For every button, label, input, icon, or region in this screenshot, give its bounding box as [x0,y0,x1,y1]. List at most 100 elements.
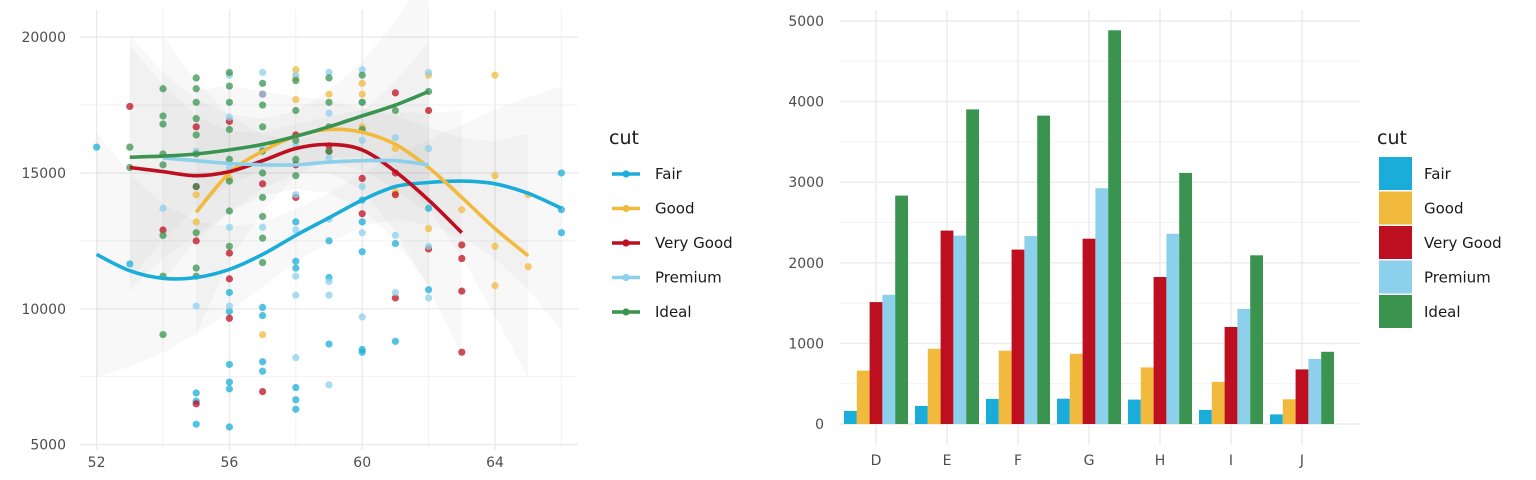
data-point-very-good [159,226,167,234]
data-point-good [491,282,499,290]
data-point-very-good [458,254,466,263]
bar-panel: 0 1000 2000 3000 4000 5000 D E F G H I J [788,10,1360,469]
data-point-ideal [358,71,366,79]
confidence-band-very-good [129,45,462,355]
x-tick-label: H [1155,453,1166,469]
data-point-good [491,172,499,180]
data-point-very-good [458,287,466,295]
scatter-legend: cut Fair Good Very Good Premium Ideal [609,127,733,321]
data-point-fair [391,337,399,345]
data-point-very-good [391,294,399,302]
smooth-line-premium [162,156,429,167]
data-point-fair [259,303,267,312]
data-point-very-good [126,102,134,111]
data-point-fair [225,423,233,431]
bar-good-f [998,350,1012,424]
x-tick-label: G [1084,453,1095,469]
bar-very-good-h [1153,277,1167,424]
y-tick-label: 15000 [21,166,66,182]
data-point-premium [259,223,267,231]
bar-ideal-h [1179,172,1192,424]
data-point-ideal [259,212,267,221]
data-point-ideal [192,131,200,139]
data-point-ideal [225,155,233,163]
data-point-premium [259,68,267,77]
bar-good-h [1140,367,1154,424]
data-point-very-good [225,314,233,322]
data-point-premium [425,242,433,250]
x-tick-label: D [871,453,882,469]
bar-fair-h [1128,399,1141,424]
bar-very-good-j [1295,369,1309,424]
data-point-fair [192,389,200,397]
data-point-premium [325,291,333,299]
data-point-fair [259,367,267,375]
bar-very-good-i [1224,327,1238,424]
data-point-ideal [225,125,233,134]
confidence-band-fair [96,86,562,377]
confidence-band-good [196,85,529,379]
legend-label-fair: Fair [1424,165,1452,183]
data-point-premium [292,354,300,362]
bar-ideal-d [895,195,908,424]
data-point-very-good [391,191,399,199]
smooth-line-fair [95,179,563,281]
data-point-ideal [259,258,267,267]
data-point-good [358,79,366,87]
y-tick-label: 2000 [788,256,824,272]
smooth-line-ideal [129,89,430,159]
bar-very-good-d [869,302,883,424]
data-point-very-good [259,180,267,188]
data-point-ideal [192,229,200,237]
data-point-ideal [225,82,233,90]
data-point-premium [358,313,366,321]
data-point-premium [425,294,433,302]
data-point-very-good [425,106,433,115]
data-point-very-good [192,123,200,131]
data-point-fair [292,405,300,413]
legend-key-swatch-very-good [1379,226,1412,259]
data-point-ideal [259,79,267,87]
x-tick-label: F [1014,453,1022,469]
y-tick-label: 10000 [21,302,66,318]
bar-good-d [856,370,870,424]
data-point-very-good [358,174,366,182]
legend-key-swatch-good [1379,191,1412,225]
data-point-fair [557,169,566,177]
data-point-fair [225,378,233,386]
data-point-premium [159,204,167,212]
data-point-ideal [391,106,399,115]
y-tick-label: 1000 [788,336,824,352]
data-point-ideal [192,182,200,191]
data-point-premium [292,71,300,79]
data-point-very-good [192,237,200,245]
data-point-premium [325,278,333,286]
data-point-good [524,263,532,271]
bar-ideal-f [1037,115,1050,424]
data-point-good [491,71,499,79]
data-point-fair [192,420,200,428]
data-point-fair [358,218,366,226]
data-point-premium [292,291,300,299]
legend-key-swatch-ideal [1379,295,1412,328]
bar-fair-e [915,405,928,424]
bar-fair-f [986,398,999,424]
data-point-very-good [358,210,366,218]
data-point-premium [358,66,366,74]
data-point-premium [391,288,399,297]
data-point-good [292,66,300,74]
data-point-fair [292,218,300,226]
bar-ideal-j [1321,351,1334,424]
data-point-premium [192,302,200,310]
bar-premium-g [1095,188,1109,424]
data-point-ideal [259,193,267,202]
data-point-ideal [159,231,167,240]
data-point-good [425,225,433,233]
x-tick-label: 56 [220,455,238,471]
data-point-premium [225,113,233,121]
legend-label-premium: Premium [1424,269,1491,287]
legend-label-very-good: Very Good [655,234,733,252]
bar-fair-i [1199,409,1212,424]
data-point-very-good [458,241,466,249]
